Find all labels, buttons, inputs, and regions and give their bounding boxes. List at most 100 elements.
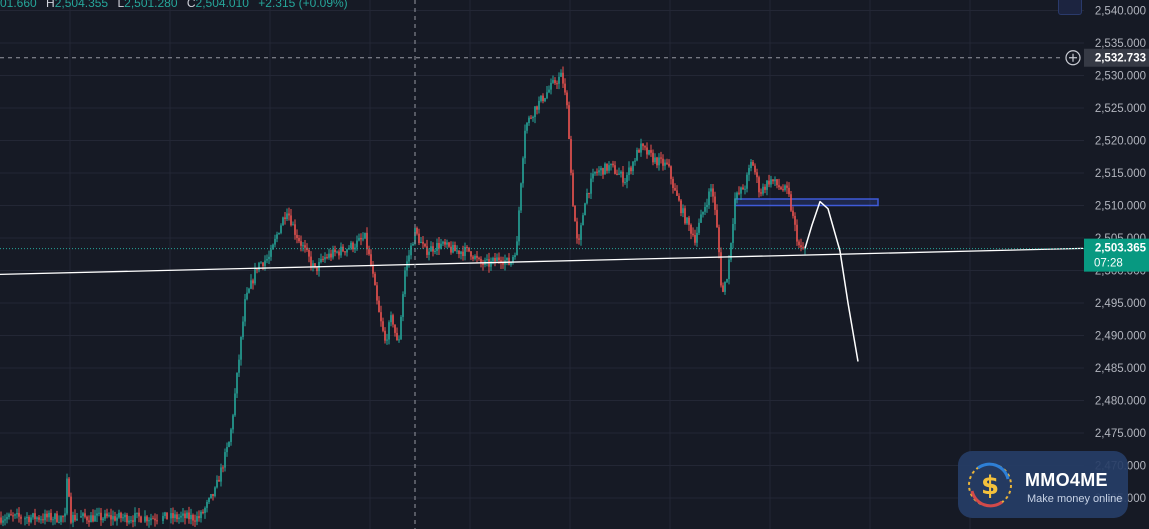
candle-body — [566, 92, 568, 106]
candle-body — [448, 242, 450, 247]
candle-body — [194, 520, 196, 522]
candle-body — [594, 171, 596, 174]
price-tick-label: 2,485.000 — [1095, 363, 1146, 375]
close-key: C — [186, 0, 196, 10]
candle-body — [456, 250, 458, 252]
candle-body — [118, 512, 120, 518]
candle-body — [12, 515, 14, 517]
candle-body — [610, 163, 612, 166]
candle-body — [234, 393, 236, 416]
candle-body — [498, 257, 500, 261]
candle-body — [56, 513, 58, 522]
candle-body — [686, 217, 688, 224]
candle-body — [492, 257, 494, 262]
candle-body — [184, 513, 186, 519]
candle-body — [760, 192, 762, 194]
candle-body — [264, 260, 266, 267]
candle-body — [198, 516, 200, 519]
candlestick-series — [0, 66, 806, 528]
candle-body — [646, 147, 648, 155]
candle-body — [256, 269, 258, 271]
candle-body — [272, 244, 274, 250]
candle-body — [636, 149, 638, 161]
candle-body — [352, 242, 354, 250]
candle-body — [182, 513, 184, 516]
price-tick-label: 2,480.000 — [1095, 396, 1146, 408]
candle-body — [212, 494, 214, 497]
candle-body — [254, 269, 256, 284]
scale-settings-button[interactable] — [1058, 0, 1082, 15]
candle-body — [676, 190, 678, 196]
candle-body — [372, 265, 374, 274]
candle-body — [286, 213, 288, 219]
candle-body — [660, 157, 662, 159]
candle-body — [32, 513, 34, 518]
candle-body — [690, 224, 692, 234]
candle-body — [202, 511, 204, 513]
candle-body — [26, 516, 28, 519]
candle-body — [288, 213, 290, 216]
candle-body — [116, 517, 118, 521]
candle-body — [236, 372, 238, 394]
candle-body — [542, 95, 544, 102]
candle-body — [186, 512, 188, 519]
price-axis[interactable]: 2,540.000 2,535.000 2,530.000 2,525.000 2,52… — [1065, 6, 1149, 506]
candle-body — [592, 173, 594, 179]
candle-body — [244, 299, 246, 322]
candle-body — [620, 171, 622, 174]
candle-body — [68, 478, 70, 497]
candle-body — [758, 177, 760, 193]
candle-body — [366, 232, 368, 250]
price-tick-label: 2,520.000 — [1095, 136, 1146, 148]
candle-body — [172, 513, 174, 519]
candle-body — [128, 520, 130, 523]
candle-body — [100, 512, 102, 521]
candle-body — [694, 235, 696, 243]
candle-body — [720, 252, 722, 286]
candle-body — [170, 513, 172, 519]
candle-body — [538, 100, 540, 110]
candle-body — [460, 251, 462, 255]
candle-body — [712, 188, 714, 197]
candle-body — [652, 152, 654, 163]
candle-body — [708, 191, 710, 205]
candle-body — [574, 205, 576, 222]
candle-body — [614, 165, 616, 174]
candle-body — [312, 263, 314, 267]
candle-body — [408, 255, 410, 262]
candle-body — [110, 515, 112, 520]
candle-body — [536, 106, 538, 110]
candle-body — [230, 429, 232, 442]
candle-body — [528, 117, 530, 123]
candle-body — [618, 173, 620, 175]
candle-body — [396, 332, 398, 341]
candle-body — [54, 513, 56, 520]
candle-body — [38, 517, 40, 520]
add-alert-plus-icon[interactable] — [1065, 50, 1081, 66]
candle-body — [478, 257, 480, 259]
candle-body — [162, 515, 164, 521]
candle-body — [434, 250, 436, 252]
candle-body — [664, 162, 666, 166]
candle-body — [126, 514, 128, 523]
candle-body — [766, 180, 768, 190]
crosshair-price-label: 2,532.733 — [1095, 53, 1146, 65]
candle-body — [130, 520, 132, 522]
candle-body — [422, 241, 424, 244]
candle-body — [104, 513, 106, 519]
candle-body — [106, 513, 108, 517]
candle-body — [524, 130, 526, 159]
candle-body — [716, 209, 718, 228]
candle-body — [328, 253, 330, 258]
candle-body — [430, 246, 432, 252]
candle-body — [706, 204, 708, 208]
candle-body — [388, 322, 390, 340]
candle-body — [554, 80, 556, 84]
candle-body — [364, 232, 366, 239]
candle-body — [650, 150, 652, 153]
candle-body — [102, 518, 104, 521]
candle-body — [704, 207, 706, 212]
chart-grid — [0, 0, 1084, 529]
candle-body — [406, 261, 408, 271]
